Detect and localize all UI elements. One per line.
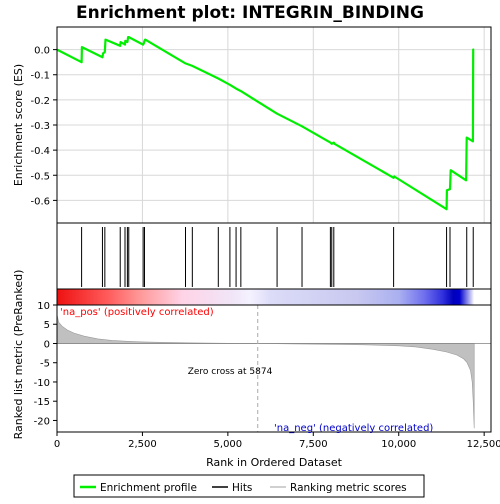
legend-metric-label: Ranking metric scores	[290, 482, 407, 494]
negative-correlation-label: 'na_neg' (negatively correlated)	[274, 423, 433, 434]
rank-ytick-label: 5	[44, 320, 50, 331]
zero-cross-label: Zero cross at 5874	[188, 367, 273, 377]
legend-hits-label: Hits	[232, 482, 252, 494]
rank-ytick-label: -20	[34, 416, 50, 427]
rank-xtick-label: 10,000	[381, 439, 416, 450]
rank-xtick-label: 2,500	[128, 439, 157, 450]
ranking-metric-area	[56, 314, 475, 429]
es-ytick-label: -0.6	[30, 196, 50, 207]
rank-xtick-label: 0	[54, 439, 60, 450]
legend-profile-label: Enrichment profile	[100, 482, 197, 494]
positive-correlation-label: 'na_pos' (positively correlated)	[60, 307, 214, 318]
es-ylabel: Enrichment score (ES)	[12, 64, 25, 186]
es-ytick-label: -0.1	[30, 71, 50, 82]
es-ytick-label: -0.5	[30, 171, 50, 182]
es-ytick-label: -0.4	[30, 146, 50, 157]
rank-xtick-label: 12,500	[467, 439, 500, 450]
rank-color-band	[57, 289, 475, 305]
rank-xlabel: Rank in Ordered Dataset	[206, 456, 343, 469]
rank-xtick-label: 5,000	[214, 439, 243, 450]
rank-ytick-label: 0	[44, 339, 50, 350]
enrichment-profile-line	[56, 35, 475, 211]
rank-ylabel: Ranked list metric (PreRanked)	[12, 270, 25, 440]
legend-box	[73, 474, 425, 498]
rank-ytick-label: -10	[34, 378, 50, 389]
es-ytick-label: -0.3	[30, 121, 50, 132]
es-ytick-label: -0.2	[30, 96, 50, 107]
rank-panel-background	[57, 305, 491, 432]
rank-xtick-label: 7,500	[299, 439, 328, 450]
rank-ytick-label: 10	[37, 301, 50, 312]
rank-ytick-label: -15	[34, 397, 50, 408]
rank-panel-frame	[56, 304, 492, 433]
chart-title: Enrichment plot: INTEGRIN_BINDING	[76, 3, 424, 23]
es-ytick-label: 0.0	[34, 46, 50, 57]
hits-panel-frame	[56, 222, 492, 290]
rank-ytick-label: -5	[40, 359, 50, 370]
